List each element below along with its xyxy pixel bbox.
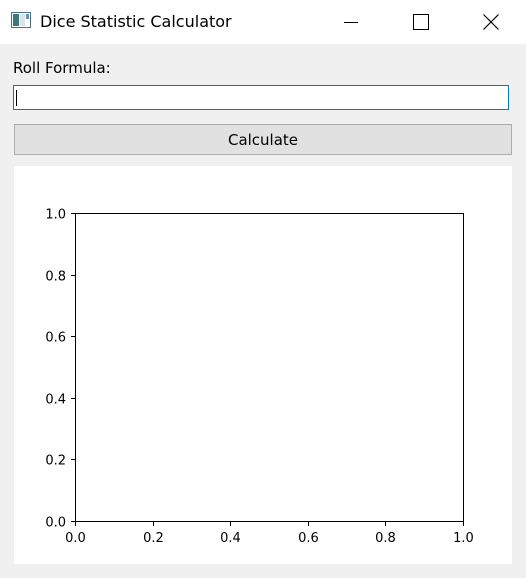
y-tick-label: 0.6: [45, 331, 66, 346]
close-icon: [483, 14, 499, 30]
x-tick-label: 0.8: [375, 531, 396, 546]
roll-formula-input[interactable]: [13, 85, 509, 110]
title-bar[interactable]: Dice Statistic Calculator: [0, 0, 526, 44]
y-tick-label: 0.2: [45, 454, 66, 469]
maximize-icon: [413, 14, 429, 30]
y-tick-label: 1.0: [45, 208, 66, 223]
y-tick-label: 0.0: [45, 516, 66, 531]
app-window-icon: [11, 12, 31, 28]
y-tick-label: 0.4: [45, 393, 66, 408]
x-tick-label: 0.6: [298, 531, 319, 546]
y-tick-label: 0.8: [45, 270, 66, 285]
maximize-button[interactable]: [386, 0, 456, 44]
minimize-button[interactable]: [316, 0, 386, 44]
x-tick-label: 0.0: [65, 531, 86, 546]
close-button[interactable]: [456, 0, 526, 44]
plot-canvas: 0.0 0.2 0.4 0.6 0.8 1.0 0.0 0.2 0.4 0.6 0.8 1.0: [14, 166, 512, 564]
text-caret: [16, 90, 17, 106]
x-tick-label: 1.0: [453, 531, 474, 546]
minimize-icon: [344, 22, 358, 23]
window-title: Dice Statistic Calculator: [40, 12, 232, 31]
axes-frame: [75, 213, 464, 522]
calculate-button[interactable]: Calculate: [14, 124, 512, 155]
x-tick-label: 0.2: [143, 531, 164, 546]
empty-plot: 0.0 0.2 0.4 0.6 0.8 1.0 0.0 0.2 0.4 0.6 0.8 1.0: [45, 208, 474, 547]
x-tick-label: 0.4: [220, 531, 241, 546]
roll-formula-label: Roll Formula:: [13, 59, 111, 77]
